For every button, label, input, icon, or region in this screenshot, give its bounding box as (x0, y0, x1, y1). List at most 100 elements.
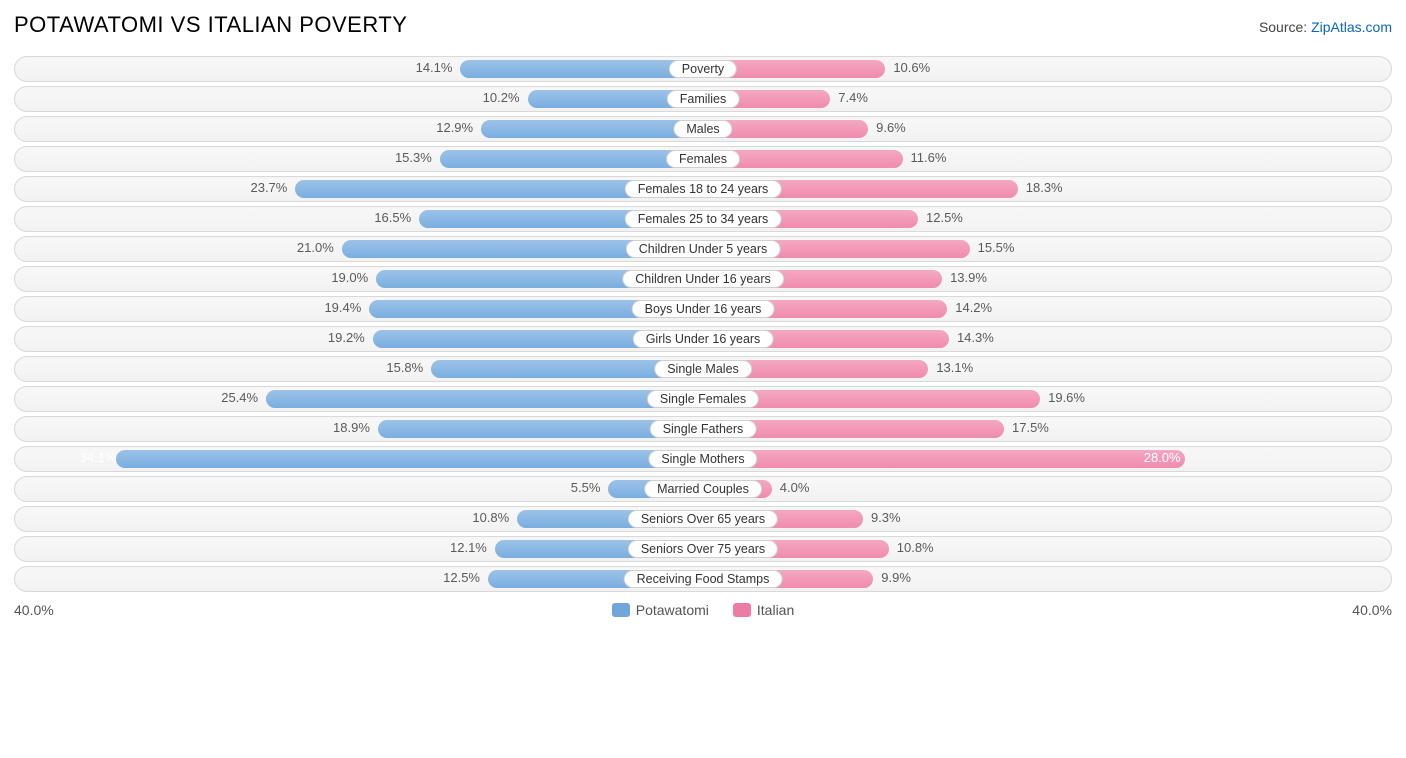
category-label: Boys Under 16 years (632, 300, 775, 318)
bar-left-half: 10.2% (15, 87, 703, 111)
bar-value-right: 14.3% (949, 330, 994, 345)
category-label: Poverty (669, 60, 737, 78)
category-label: Seniors Over 65 years (628, 510, 778, 528)
bar-right-half: 9.3% (703, 507, 1391, 531)
legend-item-left: Potawatomi (612, 602, 709, 618)
bar-left-half: 14.1% (15, 57, 703, 81)
bar-right-half: 13.9% (703, 267, 1391, 291)
bar-row: 21.0%15.5%Children Under 5 years (14, 236, 1392, 262)
bar-row: 10.8% 9.3% Seniors Over 65 years (14, 506, 1392, 532)
bar-value-right: 28.0% (1144, 450, 1185, 465)
bar-row: 12.1% 10.8% Seniors Over 75 years (14, 536, 1392, 562)
bar-value-right: 13.9% (942, 270, 987, 285)
bar-left-half: 10.8% (15, 507, 703, 531)
bar-right-half: 4.0% (703, 477, 1391, 501)
category-label: Married Couples (644, 480, 762, 498)
bar-right-half: 14.2% (703, 297, 1391, 321)
category-label: Families (667, 90, 740, 108)
bar-value-right: 18.3% (1018, 180, 1063, 195)
bar-left (481, 120, 703, 138)
bar-value-right: 19.6% (1040, 390, 1085, 405)
bar-value-left: 16.5% (374, 210, 419, 225)
bar-right-half: 7.4% (703, 87, 1391, 111)
bar-row: 18.9%17.5%Single Fathers (14, 416, 1392, 442)
bar-value-right: 13.1% (928, 360, 973, 375)
category-label: Girls Under 16 years (633, 330, 774, 348)
bar-right-half: 11.6% (703, 147, 1391, 171)
bar-value-right: 11.6% (903, 150, 947, 165)
bar-value-left: 19.0% (331, 270, 376, 285)
bar-value-right: 10.8% (889, 540, 934, 555)
bar-left-half: 19.2% (15, 327, 703, 351)
category-label: Seniors Over 75 years (628, 540, 778, 558)
bar-value-left: 18.9% (333, 420, 378, 435)
bar-left-half: 12.5% (15, 567, 703, 591)
diverging-bar-chart: 14.1% 10.6% Poverty 10.2% 7.4%Families 12.9% 9… (14, 56, 1392, 592)
bar-row: 12.5%9.9%Receiving Food Stamps (14, 566, 1392, 592)
legend-swatch-icon (612, 603, 630, 617)
bar-right-half: 28.0% (703, 447, 1391, 471)
bar-left-half: 25.4% (15, 387, 703, 411)
bar-row: 12.9% 9.6% Males (14, 116, 1392, 142)
bar-value-left: 12.5% (443, 570, 488, 585)
bar-value-right: 12.5% (918, 210, 963, 225)
bar-right-half: 14.3% (703, 327, 1391, 351)
category-label: Single Mothers (648, 450, 757, 468)
bar-value-left: 10.8% (472, 510, 517, 525)
bar-row: 25.4% 19.6% Single Females (14, 386, 1392, 412)
chart-footer: 40.0% Potawatomi Italian 40.0% (14, 602, 1392, 618)
bar-row: 23.7%18.3%Females 18 to 24 years (14, 176, 1392, 202)
bar-value-right: 9.6% (868, 120, 906, 135)
category-label: Children Under 5 years (626, 240, 781, 258)
bar-value-left: 19.4% (324, 300, 369, 315)
bar-left-half: 5.5% (15, 477, 703, 501)
bar-left-half: 19.4% (15, 297, 703, 321)
bar-right-half: 17.5% (703, 417, 1391, 441)
bar-row: 19.4% 14.2%Boys Under 16 years (14, 296, 1392, 322)
bar-value-right: 17.5% (1004, 420, 1049, 435)
bar-value-left: 34.1% (76, 450, 117, 465)
category-label: Females 25 to 34 years (625, 210, 782, 228)
source-name: ZipAtlas.com (1311, 19, 1392, 35)
bar-left (266, 390, 703, 408)
bar-value-left: 12.1% (450, 540, 495, 555)
bar-value-left: 5.5% (571, 480, 609, 495)
legend-swatch-icon (733, 603, 751, 617)
bar-row: 34.1% 28.0% Single Mothers (14, 446, 1392, 472)
bar-value-left: 19.2% (328, 330, 373, 345)
legend-label-right: Italian (757, 602, 794, 618)
bar-left (116, 450, 703, 468)
bar-row: 15.3%11.6%Females (14, 146, 1392, 172)
bar-value-left: 15.3% (395, 150, 440, 165)
category-label: Single Males (654, 360, 752, 378)
bar-right-half: 9.6% (703, 117, 1391, 141)
bar-value-right: 9.3% (863, 510, 901, 525)
bar-right-half: 10.6% (703, 57, 1391, 81)
bar-left-half: 34.1% (15, 447, 703, 471)
bar-row: 19.0%13.9%Children Under 16 years (14, 266, 1392, 292)
chart-title: POTAWATOMI VS ITALIAN POVERTY (14, 12, 407, 38)
bar-value-right: 10.6% (885, 60, 930, 75)
legend-item-right: Italian (733, 602, 794, 618)
bar-value-right: 15.5% (970, 240, 1015, 255)
category-label: Receiving Food Stamps (624, 570, 783, 588)
bar-right-half: 18.3% (703, 177, 1391, 201)
category-label: Single Females (647, 390, 759, 408)
bar-right (703, 450, 1185, 468)
left-axis-max: 40.0% (14, 602, 54, 618)
bar-right-half: 10.8% (703, 537, 1391, 561)
bar-value-left: 25.4% (221, 390, 266, 405)
bar-left-half: 19.0% (15, 267, 703, 291)
bar-left (440, 150, 703, 168)
bar-value-left: 15.8% (386, 360, 431, 375)
bar-value-left: 10.2% (483, 90, 528, 105)
bar-row: 15.8% 13.1% Single Males (14, 356, 1392, 382)
source-attribution: Source: ZipAtlas.com (1259, 19, 1392, 35)
source-prefix: Source: (1259, 19, 1311, 35)
category-label: Males (673, 120, 732, 138)
bar-right-half: 15.5% (703, 237, 1391, 261)
bar-left-half: 12.9% (15, 117, 703, 141)
bar-right-half: 13.1% (703, 357, 1391, 381)
bar-left-half: 12.1% (15, 537, 703, 561)
bar-row: 10.2% 7.4%Families (14, 86, 1392, 112)
